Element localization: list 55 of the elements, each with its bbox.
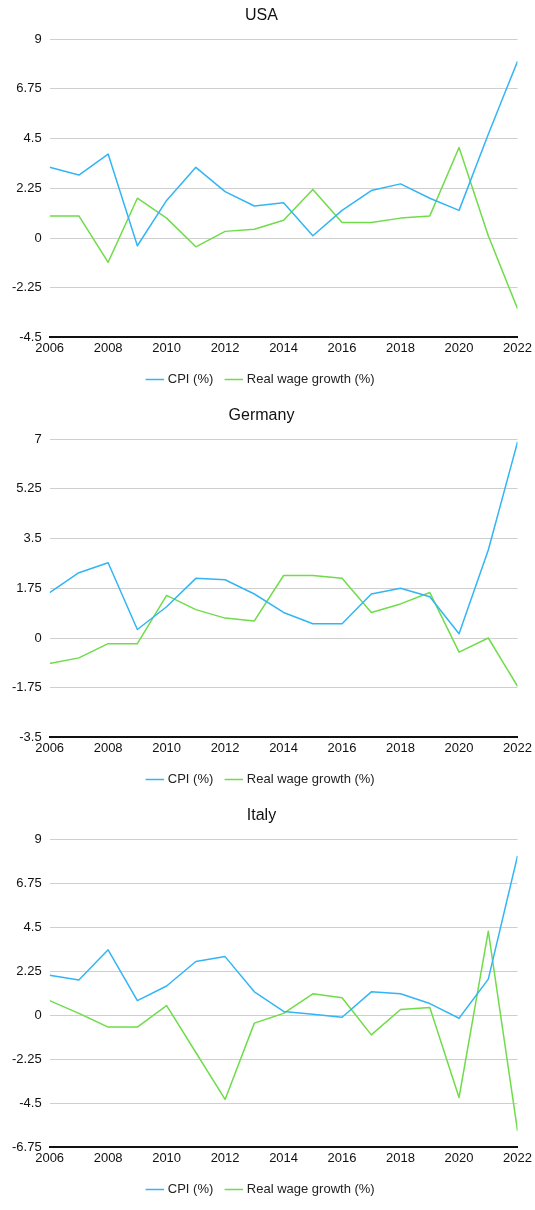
y-tick-label: 3.5 <box>23 530 42 546</box>
legend-label: Real wage growth (%) <box>246 371 375 387</box>
x-tick-label: 2018 <box>386 739 416 755</box>
y-tick-label: 2.25 <box>16 962 42 978</box>
y-tick-label: 4.5 <box>23 130 42 146</box>
y-tick-label: 9 <box>34 30 42 46</box>
y-tick-label: 0 <box>34 229 42 245</box>
x-tick-label: 2008 <box>93 339 123 355</box>
y-tick-label: 1.75 <box>16 579 42 595</box>
chart-title: Germany <box>228 406 295 424</box>
x-tick-label: 2018 <box>386 339 416 355</box>
x-tick-label: 2022 <box>503 1149 532 1165</box>
y-tick-label: 0 <box>34 629 42 645</box>
x-tick-label: 2020 <box>444 739 474 755</box>
y-tick-label: 5.25 <box>16 480 42 496</box>
legend-label: Real wage growth (%) <box>246 1181 375 1197</box>
x-tick-label: 2008 <box>93 739 123 755</box>
y-tick-label: 2.25 <box>16 179 42 195</box>
x-tick-label: 2016 <box>327 1149 357 1165</box>
y-tick-label: 4.5 <box>23 918 42 934</box>
y-tick-label: 6.75 <box>16 80 42 96</box>
y-tick-label: -4.5 <box>19 1094 42 1110</box>
y-tick-label: -6.75 <box>11 1138 42 1154</box>
y-tick-label: 6.75 <box>16 874 42 890</box>
x-tick-label: 2010 <box>152 339 182 355</box>
y-tick-label: -3.5 <box>19 728 42 744</box>
x-tick-label: 2014 <box>269 1149 299 1165</box>
x-tick-label: 2010 <box>152 1149 182 1165</box>
chart-title: USA <box>245 6 279 24</box>
chart-title: Italy <box>246 806 277 824</box>
y-tick-label: 9 <box>34 830 42 846</box>
x-tick-label: 2016 <box>327 339 357 355</box>
x-tick-label: 2016 <box>327 739 357 755</box>
x-tick-label: 2014 <box>269 739 299 755</box>
legend-label: CPI (%) <box>167 771 214 787</box>
x-tick-label: 2012 <box>210 739 240 755</box>
y-tick-label: -2.25 <box>11 279 42 295</box>
y-tick-label: -2.25 <box>11 1050 42 1066</box>
x-tick-label: 2012 <box>210 339 240 355</box>
x-tick-label: 2012 <box>210 1149 240 1165</box>
x-tick-label: 2020 <box>444 1149 474 1165</box>
x-tick-label: 2008 <box>93 1149 123 1165</box>
x-tick-label: 2018 <box>386 1149 416 1165</box>
x-tick-label: 2020 <box>444 339 474 355</box>
legend-label: CPI (%) <box>167 1181 214 1197</box>
y-tick-label: -1.75 <box>11 679 42 695</box>
legend-label: Real wage growth (%) <box>246 771 375 787</box>
y-tick-label: -4.5 <box>19 328 42 344</box>
y-tick-label: 0 <box>34 1006 42 1022</box>
x-tick-label: 2022 <box>503 739 532 755</box>
x-tick-label: 2022 <box>503 339 532 355</box>
legend-label: CPI (%) <box>167 371 214 387</box>
y-tick-label: 7 <box>34 430 42 446</box>
x-tick-label: 2010 <box>152 739 182 755</box>
x-tick-label: 2014 <box>269 339 299 355</box>
